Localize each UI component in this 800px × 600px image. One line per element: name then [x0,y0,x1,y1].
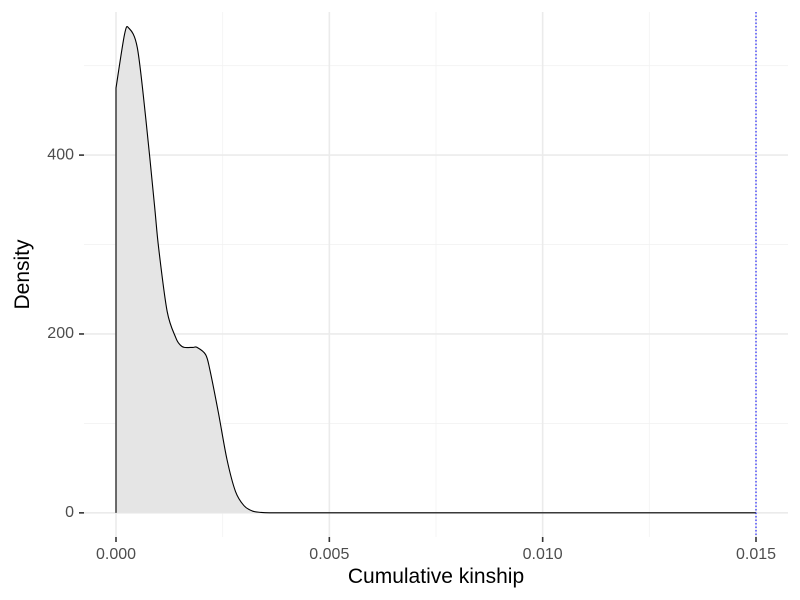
x-tick-label: 0.010 [523,546,563,563]
x-tick-label: 0.015 [736,546,776,563]
y-axis-title: Density [11,239,34,310]
axes: 0.000 0.005 0.010 0.015 0 200 400 [47,146,776,563]
y-tick-label: 0 [65,504,74,521]
x-tick-label: 0.000 [96,546,136,563]
y-tick-label: 400 [47,146,74,163]
x-tick-label: 0.005 [309,546,349,563]
y-tick-label: 200 [47,325,74,342]
x-axis-title: Cumulative kinship [348,565,524,588]
density-curve [115,26,756,514]
data-layer [115,12,757,537]
density-area [116,26,756,513]
